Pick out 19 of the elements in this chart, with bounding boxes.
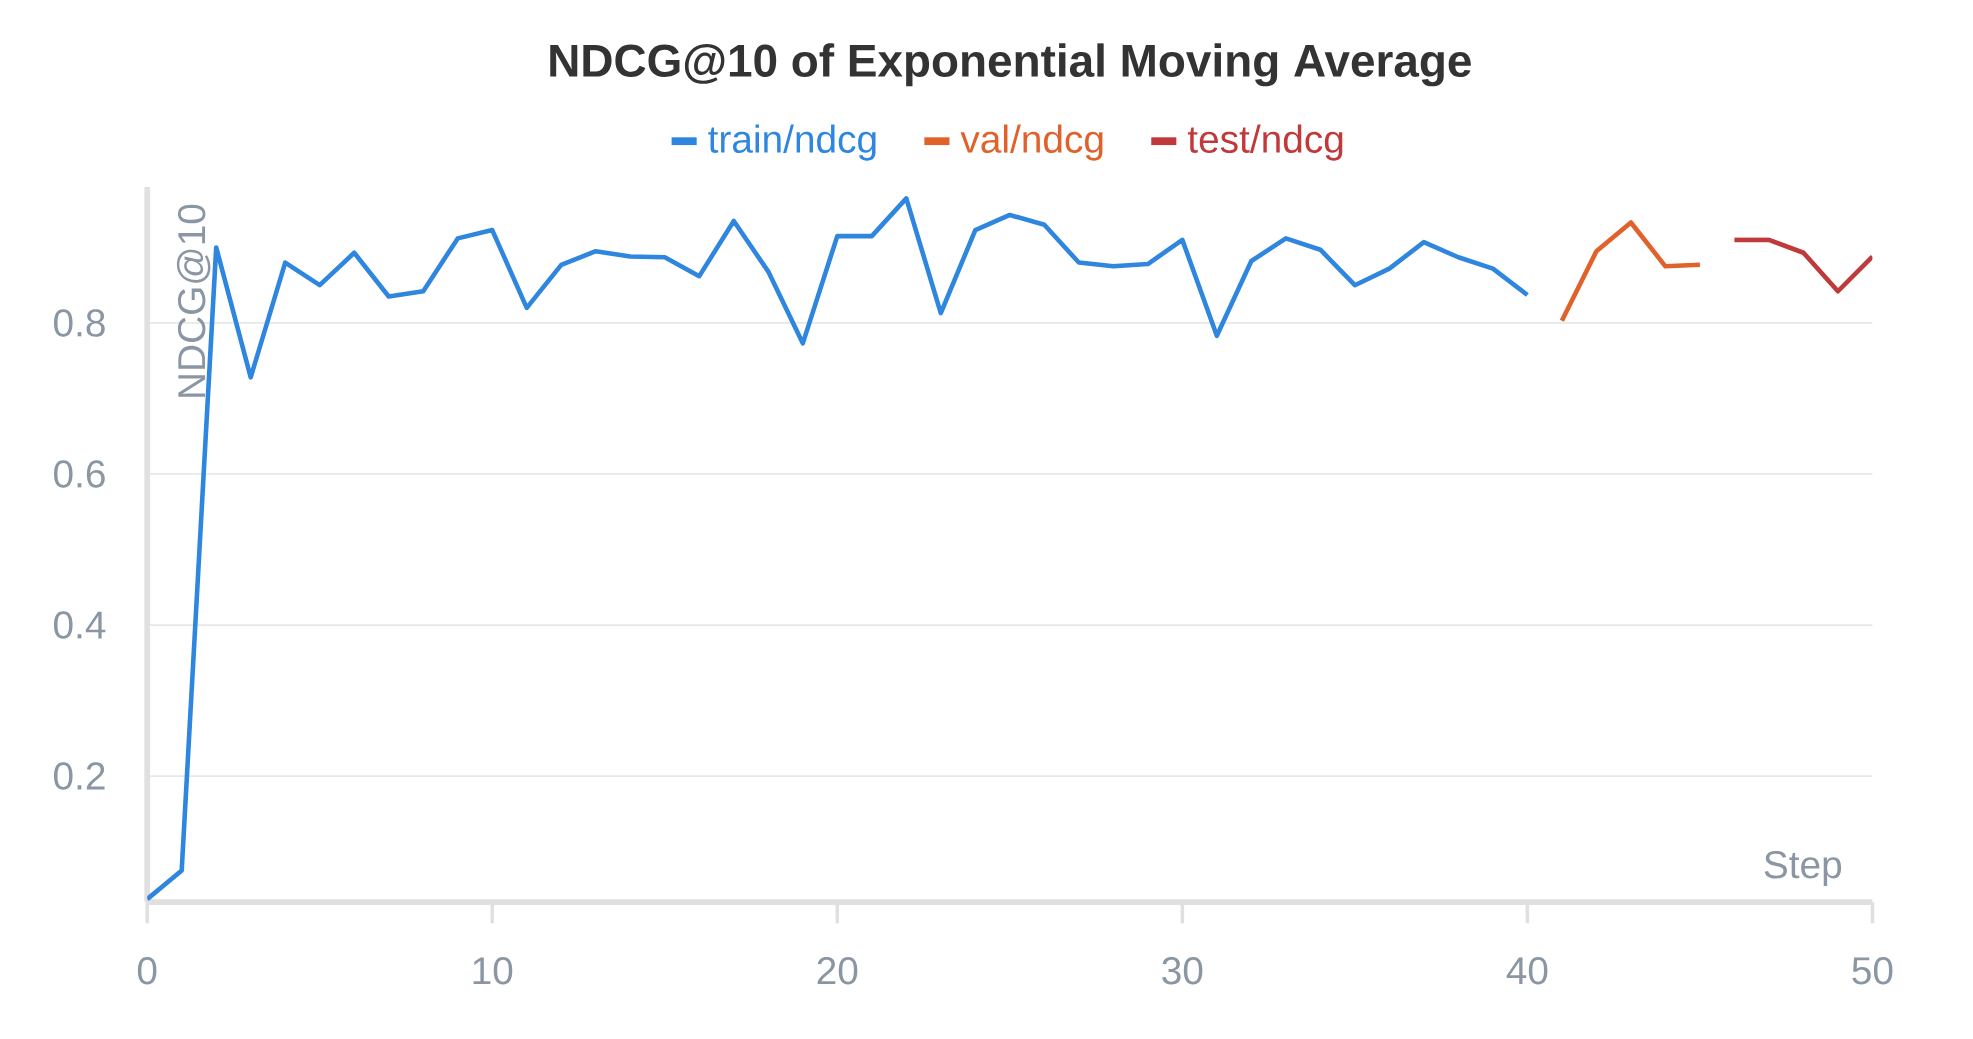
y-tick-label: 0.2 xyxy=(54,762,105,790)
line-series xyxy=(1732,237,1873,294)
y-tick-label: 0.4 xyxy=(54,611,106,639)
y-tick-label: 0.6 xyxy=(54,460,105,488)
y-tick-label: 0.8 xyxy=(54,309,105,337)
x-tick-label: 20 xyxy=(817,956,858,985)
line-series xyxy=(147,195,1530,902)
chart-title: NDCG@10 of Exponential Moving Average xyxy=(550,43,1471,87)
x-tick-label: 30 xyxy=(1162,956,1203,985)
x-axis-title: Step xyxy=(1764,850,1842,886)
x-tick-label: 40 xyxy=(1506,956,1548,985)
y-axis-title: NDCG@10 xyxy=(176,204,211,397)
x-tick-label: 0 xyxy=(137,956,157,985)
legend-label: val/ndcg xyxy=(960,124,1103,161)
x-tick-label: 10 xyxy=(473,956,513,985)
legend-label: test/ndcg xyxy=(1187,124,1343,161)
x-tick-label: 50 xyxy=(1852,956,1893,985)
legend-label: train/ndcg xyxy=(708,124,876,161)
line-series xyxy=(1559,220,1703,323)
